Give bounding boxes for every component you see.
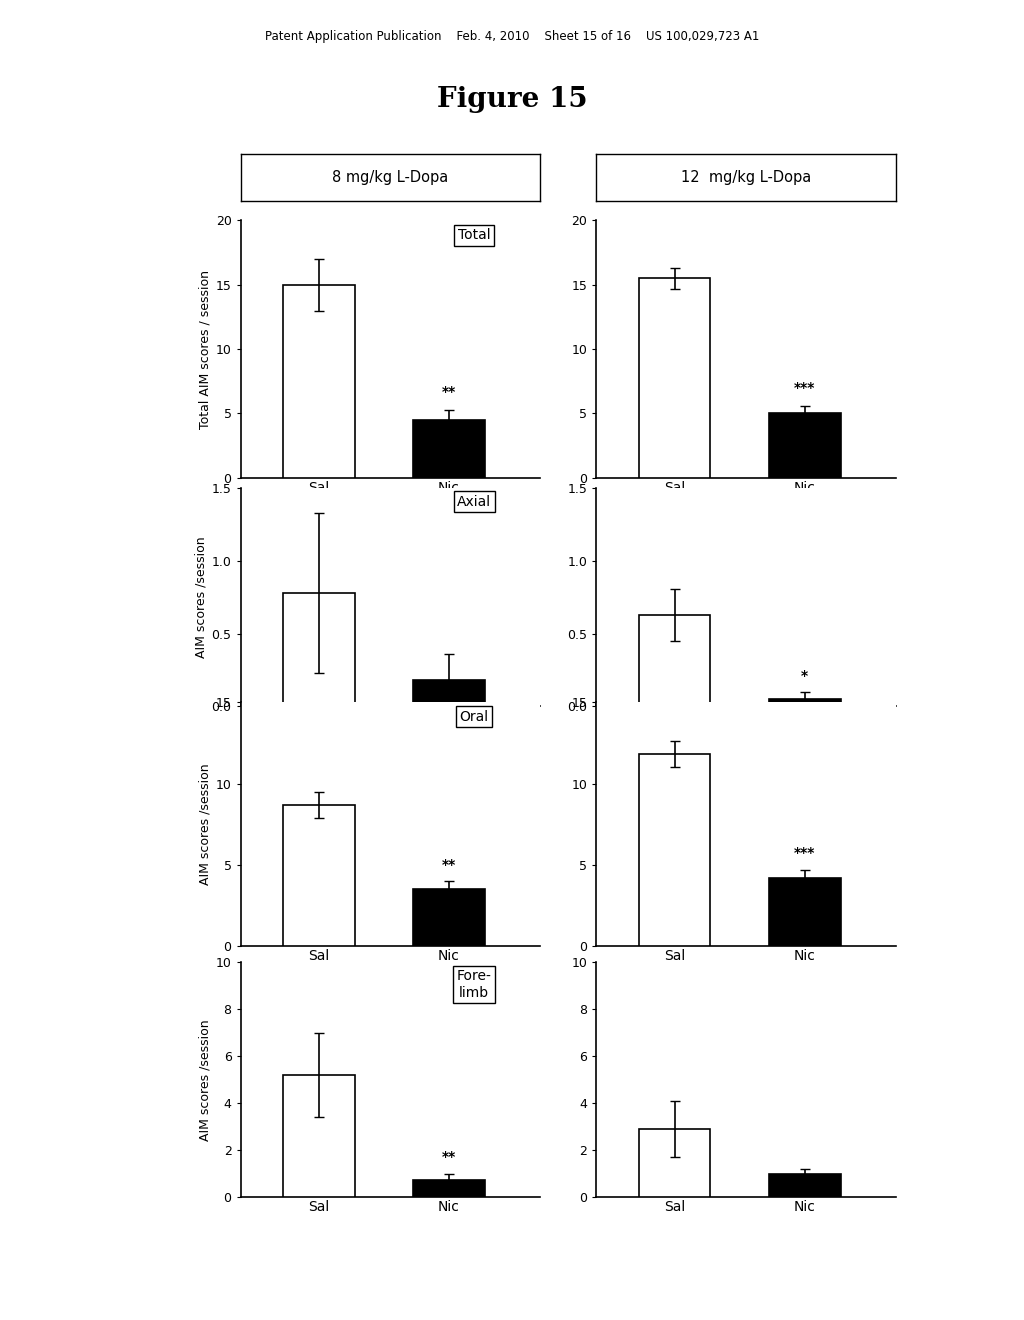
Bar (639, 615, 711, 706)
Bar (639, 1129, 711, 1197)
Bar (283, 593, 354, 706)
Y-axis label: AIM scores /session: AIM scores /session (199, 763, 212, 886)
Text: Fore-
limb: Fore- limb (457, 969, 492, 999)
Bar (769, 413, 841, 478)
Bar (639, 279, 711, 478)
Bar (414, 680, 484, 706)
Y-axis label: AIM scores /session: AIM scores /session (199, 1019, 212, 1140)
Bar (283, 805, 354, 946)
Bar (283, 1074, 354, 1197)
Text: ***: *** (795, 846, 815, 861)
Text: Figure 15: Figure 15 (436, 86, 588, 112)
Text: Total: Total (458, 228, 490, 242)
Text: Patent Application Publication    Feb. 4, 2010    Sheet 15 of 16    US 100,029,7: Patent Application Publication Feb. 4, 2… (265, 30, 759, 44)
Bar (769, 700, 841, 706)
Text: Oral: Oral (460, 710, 488, 723)
Text: 12  mg/kg L-Dopa: 12 mg/kg L-Dopa (681, 170, 811, 185)
Bar (769, 1173, 841, 1197)
Bar (414, 890, 484, 946)
Text: **: ** (442, 385, 456, 400)
Text: 8 mg/kg L-Dopa: 8 mg/kg L-Dopa (332, 170, 449, 185)
Bar (414, 420, 484, 478)
Y-axis label: Total AIM scores / session: Total AIM scores / session (199, 269, 212, 429)
Bar (283, 285, 354, 478)
Text: ***: *** (795, 381, 815, 396)
Text: Axial: Axial (457, 495, 492, 510)
Y-axis label: AIM scores /session: AIM scores /session (195, 536, 208, 659)
Bar (414, 1180, 484, 1197)
Bar (639, 754, 711, 946)
Bar (769, 878, 841, 946)
Text: **: ** (442, 1150, 456, 1164)
Text: *: * (801, 669, 808, 682)
Text: **: ** (442, 858, 456, 871)
